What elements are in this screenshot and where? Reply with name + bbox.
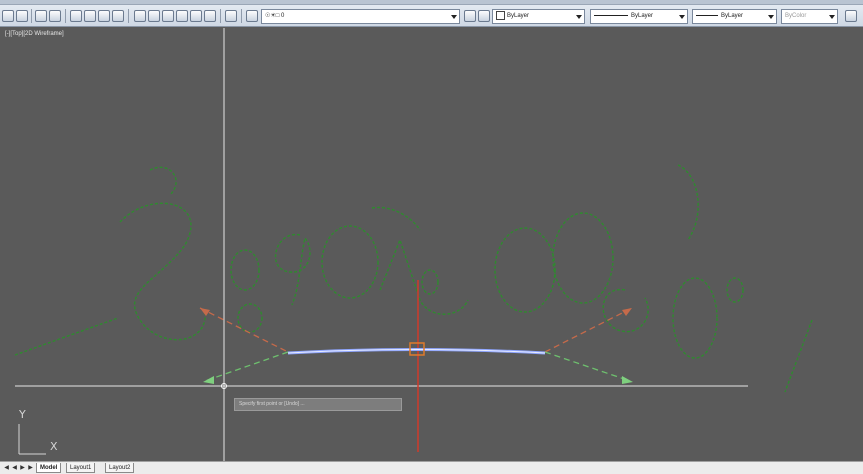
plot-icon[interactable] — [16, 10, 28, 22]
snap-marker[interactable] — [409, 342, 425, 356]
chevron-down-icon[interactable] — [768, 15, 774, 19]
zoom-previous-icon[interactable] — [112, 10, 124, 22]
construction-line — [204, 351, 289, 382]
undo-icon[interactable] — [35, 10, 47, 22]
layout-tab-bar: ◀ ◀ ▶ ▶ Model Layout1 Layout2 — [0, 461, 863, 474]
workspace-icon[interactable] — [845, 10, 857, 22]
tool-palettes-icon[interactable] — [162, 10, 174, 22]
layer-properties-icon[interactable] — [246, 10, 258, 22]
next-tab-icon[interactable]: ▶ — [20, 465, 25, 471]
pan-icon[interactable] — [70, 10, 82, 22]
make-current-layer-icon[interactable] — [464, 10, 476, 22]
arrowhead — [622, 376, 633, 384]
viewport-controls-label[interactable]: [-][Top][2D Wireframe] — [5, 31, 64, 37]
markup-icon[interactable] — [190, 10, 202, 22]
prev-tab-icon[interactable]: ◀ — [12, 465, 17, 471]
tab-layout1[interactable]: Layout1 — [66, 463, 96, 473]
chevron-down-icon[interactable] — [679, 15, 685, 19]
selected-line-highlight — [287, 349, 546, 354]
lineweight-combo-value: ByLayer — [721, 13, 744, 19]
last-tab-icon[interactable]: ▶ — [28, 465, 33, 471]
construction-line — [544, 307, 633, 353]
sketch-stroke — [119, 202, 206, 341]
ucs-y-label: Y — [19, 408, 26, 421]
zoom-window-icon[interactable] — [98, 10, 110, 22]
layer-previous-icon[interactable] — [478, 10, 490, 22]
ucs-icon — [18, 424, 46, 455]
toolbar-separator — [220, 9, 221, 23]
first-tab-icon[interactable]: ◀ — [4, 465, 9, 471]
sketch-stroke — [552, 212, 614, 304]
lineweight-combo[interactable]: ByLayer — [692, 9, 777, 24]
tab-layout2[interactable]: Layout2 — [105, 463, 135, 473]
plotstyle-combo[interactable]: ByColor — [781, 9, 838, 24]
zoom-realtime-icon[interactable] — [84, 10, 96, 22]
color-combo-value: ByLayer — [507, 13, 530, 19]
toolbar-separator — [65, 9, 66, 23]
chevron-down-icon[interactable] — [451, 15, 457, 19]
construction-line — [544, 351, 631, 382]
sketch-stroke — [149, 166, 177, 196]
dynamic-input-tooltip: Specify first point or [Undo] ... — [234, 398, 402, 411]
redo-icon[interactable] — [49, 10, 61, 22]
linetype-preview-icon — [594, 14, 628, 16]
toolbar-separator — [128, 9, 129, 23]
sketch-stroke — [237, 303, 263, 333]
sketch-stroke — [726, 277, 744, 303]
sketch-stroke — [230, 249, 260, 291]
sketch-stroke — [672, 277, 718, 359]
ucs-x-label: X — [50, 440, 58, 453]
sketch-stroke — [677, 164, 699, 241]
arrowhead — [622, 308, 632, 316]
toolbar: ☉☀□ 0 ByLayer ByLayer ByLayer ByColor — [0, 0, 863, 27]
linetype-combo-value: ByLayer — [631, 13, 654, 19]
sketch-stroke — [321, 225, 379, 299]
properties-icon[interactable] — [134, 10, 146, 22]
layer-combo-value: ☉☀□ 0 — [265, 13, 285, 19]
sketch-stroke — [784, 319, 813, 393]
sketch-stroke — [274, 234, 311, 306]
layer-combo[interactable]: ☉☀□ 0 — [261, 9, 460, 24]
arrowhead — [203, 376, 214, 384]
chevron-down-icon[interactable] — [829, 15, 835, 19]
construction-line — [199, 307, 289, 353]
color-combo[interactable]: ByLayer — [492, 9, 585, 24]
color-swatch-icon — [496, 10, 505, 20]
sketch-stroke — [14, 317, 119, 356]
lineweight-preview-icon — [696, 14, 718, 16]
title-strip — [0, 0, 863, 5]
calculator-icon[interactable] — [204, 10, 216, 22]
sketch-stroke — [371, 206, 421, 231]
crosshair-pickbox — [221, 383, 227, 389]
sketch-stroke — [379, 237, 469, 315]
sketch-stroke — [494, 227, 556, 313]
linetype-combo[interactable]: ByLayer — [590, 9, 688, 24]
plotstyle-combo-value: ByColor — [785, 13, 807, 19]
tab-model[interactable]: Model — [36, 463, 62, 473]
green-sketch — [14, 164, 813, 393]
chevron-down-icon[interactable] — [576, 15, 582, 19]
sketch-stroke — [602, 288, 649, 333]
help-icon[interactable] — [225, 10, 237, 22]
toolbar-separator — [31, 9, 32, 23]
design-center-icon[interactable] — [148, 10, 160, 22]
toolbar-separator — [241, 9, 242, 23]
arrowhead — [200, 308, 210, 316]
sketch-stroke — [421, 269, 439, 295]
sheet-set-icon[interactable] — [176, 10, 188, 22]
save-icon[interactable] — [2, 10, 14, 22]
crosshair — [15, 28, 748, 461]
construction-lines — [199, 307, 633, 382]
